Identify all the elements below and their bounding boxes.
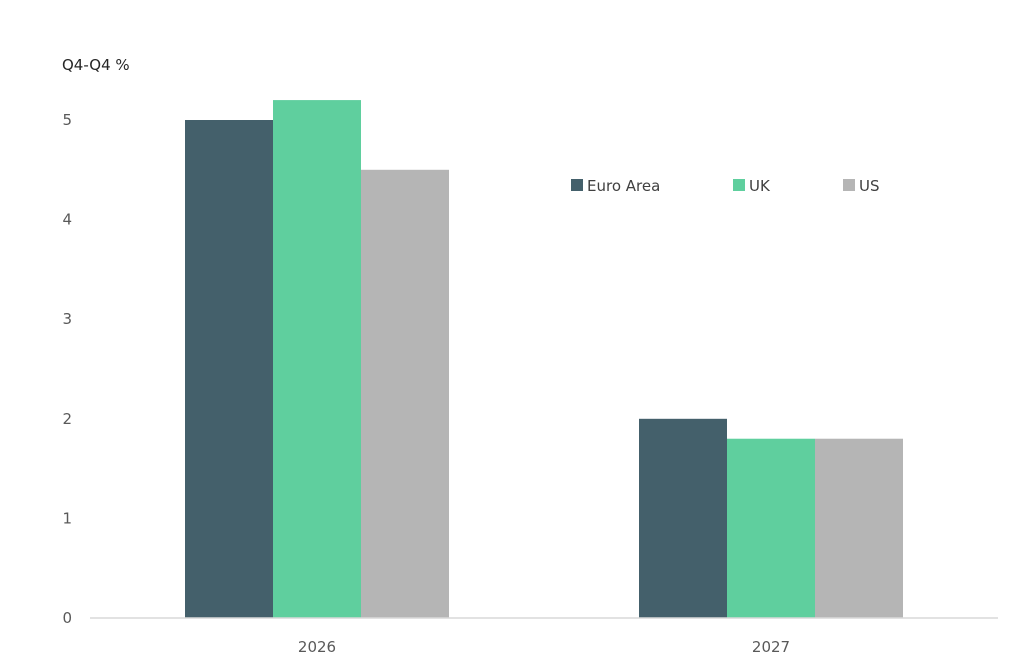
bar-euro-area-2026 [185,120,273,618]
legend-label: US [859,177,880,195]
y-tick-label: 4 [62,211,72,229]
bar-us-2027 [815,438,903,618]
y-tick-label: 1 [62,509,72,527]
bar-uk-2027 [727,438,815,618]
y-tick-label: 5 [62,111,72,129]
x-tick-label: 2026 [298,638,336,656]
legend-swatch [571,179,583,191]
y-tick-label: 2 [62,410,72,428]
bar-us-2026 [361,169,449,619]
legend-swatch [733,179,745,191]
y-unit-label: Q4-Q4 % [62,56,130,74]
bars [185,100,903,619]
bar-uk-2026 [273,100,361,618]
legend-swatch [843,179,855,191]
y-axis-ticks: 0 1 2 3 4 5 [62,111,72,627]
x-axis-ticks: 2026 2027 [298,638,790,656]
y-tick-label: 3 [62,310,72,328]
x-tick-label: 2027 [752,638,790,656]
legend-label: UK [749,177,771,195]
legend-label: Euro Area [587,177,660,195]
bar-euro-area-2027 [639,418,727,618]
y-tick-label: 0 [62,609,72,627]
legend: Euro Area UK US [571,177,880,195]
